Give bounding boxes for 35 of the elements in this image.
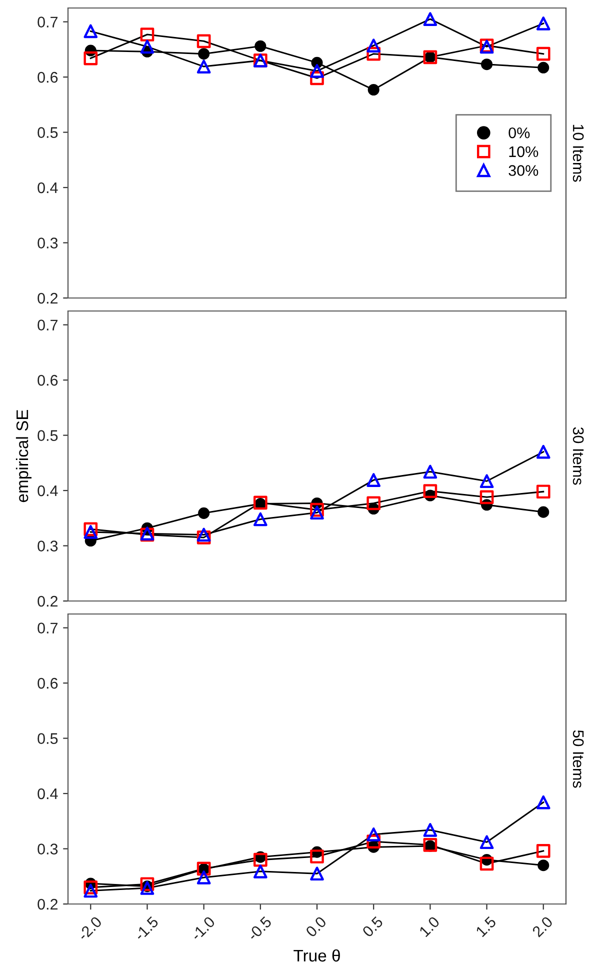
y-tick-label: 0.2 (38, 292, 58, 304)
text: 30 Items (572, 427, 584, 485)
x-tick-label: 2.0 (532, 916, 554, 938)
x-tick-label: -1.0 (190, 916, 216, 942)
x-tick-label: 1.5 (475, 916, 497, 938)
legend-label: 0% (508, 127, 530, 138)
y-tick-label: 0.7 (38, 320, 58, 330)
y-tick-label: 0.6 (38, 374, 58, 386)
y-tick-label: 0.6 (38, 678, 58, 689)
y-tick-label: 0.4 (38, 788, 58, 800)
y-tick-label: 0.4 (38, 485, 58, 496)
text: 10 Items (572, 124, 584, 182)
y-tick-label: 0.3 (38, 238, 58, 248)
legend-label: 10% (509, 146, 538, 158)
x-tick-label: -1.5 (134, 916, 159, 942)
y-tick-label: 0.2 (38, 596, 58, 607)
x-tick-label: 0.5 (362, 916, 384, 938)
y-tick-label: 0.3 (38, 540, 58, 552)
text: 50 Items (572, 730, 584, 788)
legend-label: 30% (508, 165, 538, 176)
y-tick-label: 0.6 (38, 72, 58, 83)
y-tick-label: 0.4 (38, 182, 58, 194)
y-tick-label: 0.3 (38, 844, 58, 854)
x-axis-title: True θ (294, 949, 340, 962)
x-tick-label: -2.0 (77, 916, 102, 942)
y-axis-title: empirical SE (16, 410, 32, 502)
x-tick-label: 1.0 (418, 916, 440, 938)
x-tick-label: 0.0 (305, 916, 327, 938)
y-tick-label: 0.5 (38, 127, 58, 138)
y-tick-label: 0.7 (38, 622, 58, 634)
y-tick-label: 0.5 (38, 733, 58, 744)
y-tick-label: 0.2 (38, 898, 58, 910)
y-tick-label: 0.5 (38, 430, 58, 441)
x-tick-label: -0.5 (246, 916, 272, 942)
y-tick-label: 0.7 (38, 16, 58, 28)
